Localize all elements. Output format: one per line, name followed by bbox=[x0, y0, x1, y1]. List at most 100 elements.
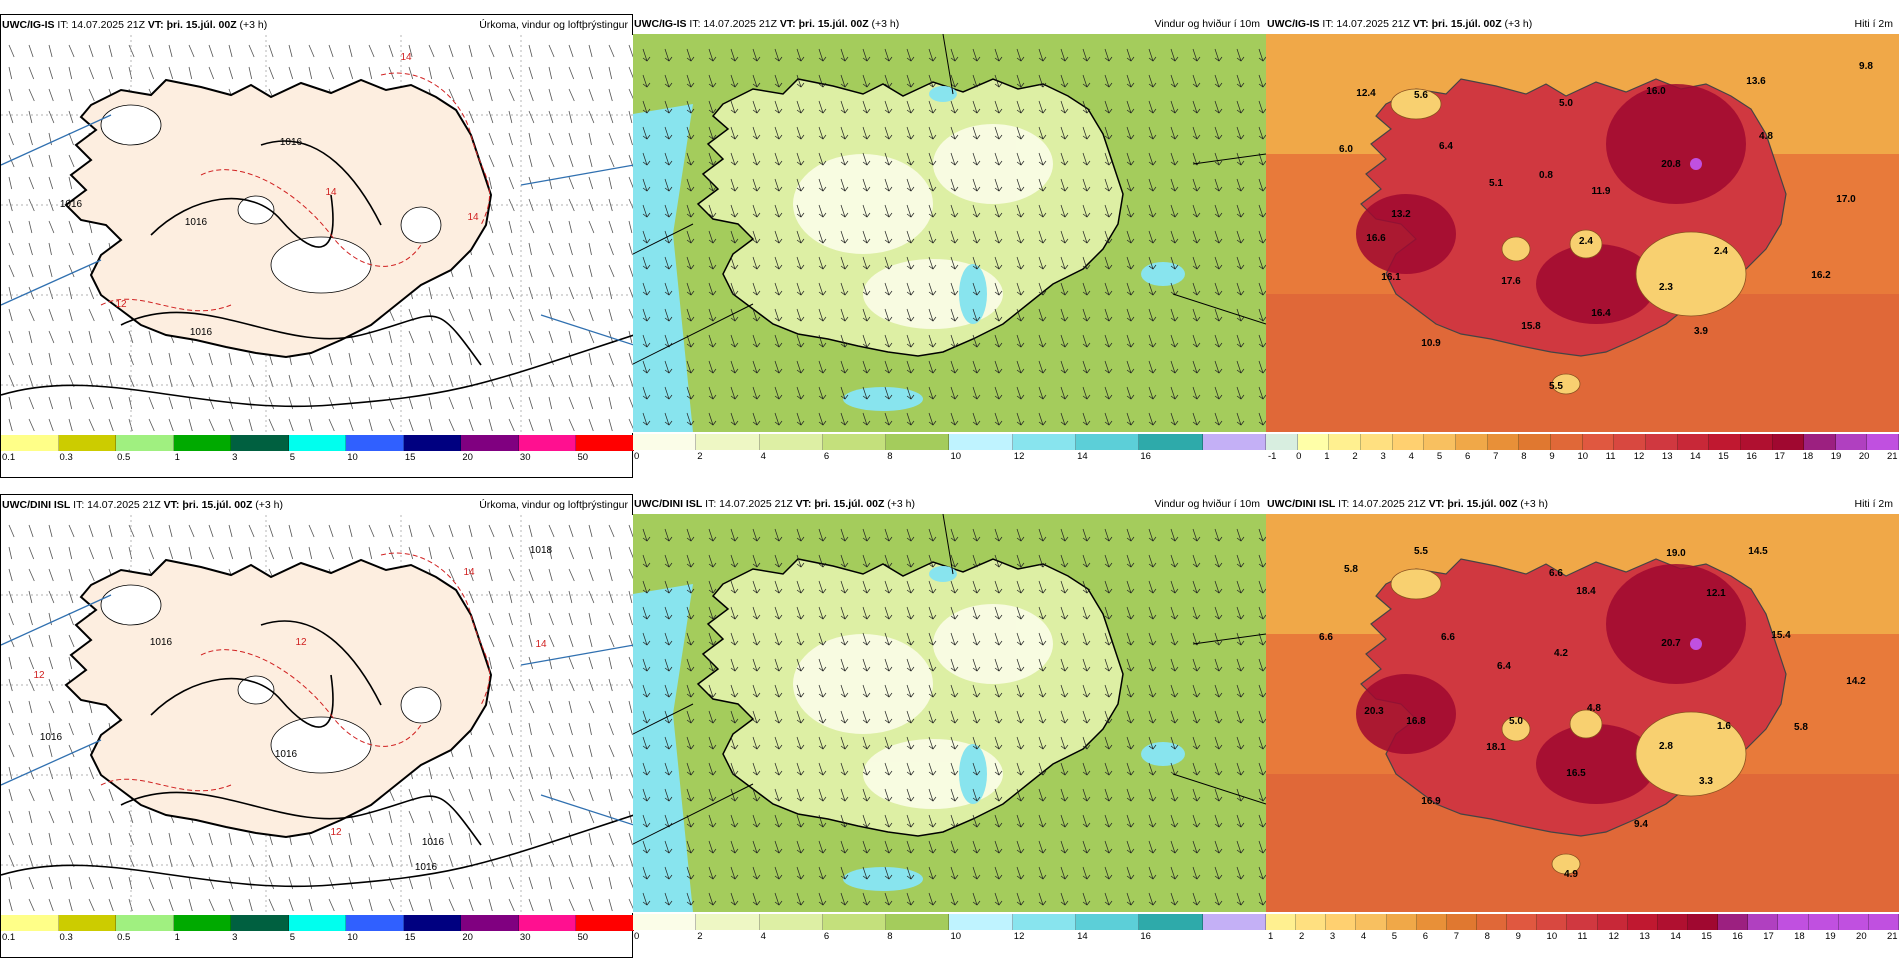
glaciers bbox=[100, 584, 442, 774]
colorbar-tick-label: 18 bbox=[1802, 451, 1814, 462]
colorbar-segment bbox=[1718, 914, 1749, 930]
colorbar-segment bbox=[1687, 914, 1719, 930]
colorbar-segment bbox=[1076, 434, 1140, 450]
colorbar-tick-label: 0 bbox=[634, 451, 640, 462]
colorbar-segment bbox=[1202, 434, 1266, 450]
colorbar-segment bbox=[1416, 914, 1447, 930]
map-value-label: 1016 bbox=[60, 199, 83, 210]
map-value-label: 12 bbox=[295, 637, 307, 648]
colorbar-ticks: 0 2 4 6 8 10 12 14 16 bbox=[633, 451, 1266, 465]
valid-time-label: VT: bbox=[1428, 498, 1445, 510]
map-value-label: 5.5 bbox=[1549, 381, 1563, 392]
colorbar-tick-label: 10 bbox=[1546, 931, 1558, 942]
map-value-label: 5.1 bbox=[1489, 178, 1503, 189]
valid-time: þri. 15.júl. 00Z bbox=[814, 498, 885, 510]
map-value-label: 16.1 bbox=[1381, 272, 1401, 283]
colorbar-segment bbox=[1838, 914, 1869, 930]
map-value-label: 16.8 bbox=[1406, 716, 1426, 727]
map-value-label: 9.4 bbox=[1634, 819, 1648, 830]
map-value-label: 6.6 bbox=[1441, 632, 1455, 643]
colorbar-tick-label: 14 bbox=[1077, 451, 1088, 462]
panel-title: Úrkoma, vindur og loftþrýstingur bbox=[479, 19, 628, 31]
colorbar-segment bbox=[1614, 434, 1646, 450]
valid-time-label: VT: bbox=[779, 18, 796, 30]
colorbar-segment bbox=[1645, 434, 1678, 450]
map-value-label: 1016 bbox=[275, 749, 298, 760]
colorbar-segment bbox=[288, 435, 347, 451]
colorbar-segment bbox=[1627, 914, 1658, 930]
wind-arrows bbox=[642, 48, 1266, 426]
colorbar-tick-label: 12 bbox=[1013, 931, 1025, 942]
map-value-label: 3.9 bbox=[1694, 326, 1708, 337]
map-precip: 1018 1016 1016 1016 1016 1016 14 14 12 12 12 bbox=[1, 515, 634, 913]
colorbar-tick-label: 14 bbox=[1077, 931, 1088, 942]
colorbar bbox=[1266, 434, 1900, 450]
colorbar-tick-label: 11 bbox=[1577, 931, 1588, 942]
colorbar bbox=[1266, 914, 1899, 930]
map-precip: 1016 1016 1016 1016 14 14 14 12 bbox=[1, 35, 634, 433]
colorbar-segment bbox=[1867, 434, 1900, 450]
map-value-label: 15.8 bbox=[1521, 321, 1541, 332]
colorbar-tick-label: 6 bbox=[823, 451, 830, 462]
valid-time-label: VT: bbox=[1412, 18, 1429, 30]
colorbar-tick-label: 4 bbox=[760, 931, 766, 942]
map-value-label: 4.9 bbox=[1564, 869, 1578, 880]
colorbar-segment bbox=[1012, 434, 1077, 450]
map-value-label: 14 bbox=[535, 639, 547, 650]
colorbar-segment bbox=[1, 435, 59, 451]
colorbar-segment bbox=[1424, 434, 1456, 450]
colorbar-segment bbox=[1076, 914, 1140, 930]
valid-time: þri. 15.júl. 00Z bbox=[1447, 498, 1518, 510]
temperature-contours bbox=[100, 552, 490, 792]
colorbar-tick-label: 14 bbox=[1670, 931, 1681, 942]
colorbar-tick-label: 10 bbox=[950, 931, 962, 942]
cool-areas bbox=[1390, 88, 1747, 395]
map-temp: 9.8 12.4 5.6 5.0 16.0 13.6 6.0 6.4 4.8 5.1 0.8 11.9… bbox=[1266, 34, 1899, 432]
colorbar-tick-label: 16 bbox=[1140, 931, 1151, 942]
colorbar-segment bbox=[1778, 914, 1809, 930]
colorbar-tick-label: 8 bbox=[1484, 931, 1490, 942]
colorbar-tick-label: 8 bbox=[887, 931, 893, 942]
colorbar-segment bbox=[403, 435, 462, 451]
colorbar-tick-label: 16 bbox=[1746, 451, 1757, 462]
model-name: UWC/IG-IS bbox=[2, 19, 55, 31]
iceland-land bbox=[64, 558, 493, 839]
map-value-label: 12 bbox=[115, 299, 127, 310]
colorbar-segment bbox=[1582, 434, 1615, 450]
map-value-label: 2.4 bbox=[1714, 246, 1728, 257]
colorbar-segment bbox=[1772, 434, 1805, 450]
warm-areas bbox=[1356, 564, 1746, 804]
colorbar-tick-label: 21 bbox=[1887, 931, 1898, 942]
map-value-label: 12.1 bbox=[1706, 588, 1726, 599]
colorbar-tick-label: 8 bbox=[1521, 451, 1527, 462]
colorbar-tick-label: 19 bbox=[1825, 931, 1836, 942]
colorbar-segment bbox=[822, 914, 887, 930]
colorbar-tick-label: 0.1 bbox=[2, 932, 16, 943]
region-lines bbox=[633, 514, 1266, 845]
colorbar-segment bbox=[1677, 434, 1710, 450]
colorbar-segment bbox=[1476, 914, 1508, 930]
colorbar-tick-label: 17 bbox=[1774, 451, 1786, 462]
colorbar-segment bbox=[1356, 914, 1387, 930]
init-time: IT: 14.07.2025 21Z bbox=[1338, 498, 1426, 510]
colorbar-tick-label: 50 bbox=[577, 452, 589, 463]
map-value-label: 10.9 bbox=[1421, 338, 1441, 349]
colorbar-segment bbox=[173, 915, 232, 931]
colorbar-segment bbox=[1, 915, 59, 931]
lead-time: (+3 h) bbox=[255, 499, 284, 511]
colorbar-segment bbox=[1326, 914, 1357, 930]
map-value-label: 4.2 bbox=[1554, 648, 1568, 659]
map-value-label: 13.6 bbox=[1746, 76, 1766, 87]
colorbar-tick-label: 7 bbox=[1453, 931, 1459, 942]
map-value-label: 4.8 bbox=[1587, 703, 1601, 714]
colorbar-tick-label: 19 bbox=[1830, 451, 1842, 462]
colorbar-segment bbox=[949, 434, 1013, 450]
map-value-label: 12.4 bbox=[1356, 88, 1376, 99]
colorbar-tick-label: 20 bbox=[1856, 931, 1867, 942]
colorbar bbox=[633, 914, 1266, 930]
colorbar-segment bbox=[949, 914, 1013, 930]
colorbar-segment bbox=[518, 915, 577, 931]
valid-time-label: VT: bbox=[147, 19, 164, 31]
panel-title: Vindur og hviður í 10m bbox=[1154, 18, 1260, 30]
colorbar-tick-label: 0 bbox=[1296, 451, 1302, 462]
